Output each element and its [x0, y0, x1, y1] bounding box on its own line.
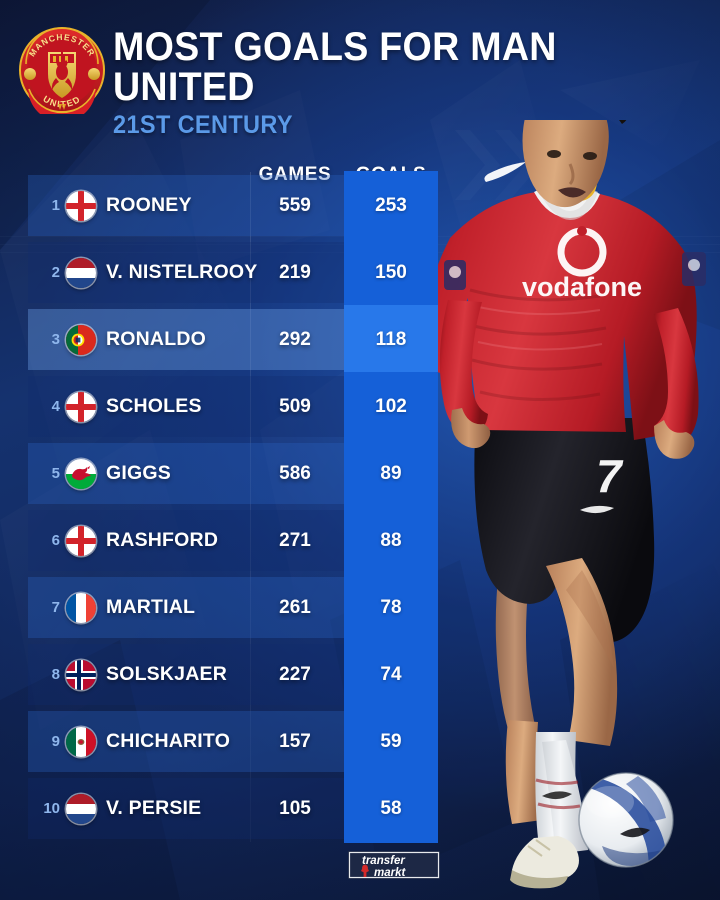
svg-text:vodafone: vodafone: [522, 272, 642, 302]
player-name: GIGGS: [106, 462, 171, 484]
column-divider: [250, 172, 251, 842]
table-row[interactable]: 2 V. NISTELROOY 219 150: [0, 238, 460, 307]
flag-icon-norway: [66, 660, 96, 690]
transfermarkt-logo: transfer markt: [348, 851, 440, 879]
games-value: 157: [279, 730, 311, 752]
title-group: MOST GOALS FOR MAN UNITED 21ST CENTURY: [113, 27, 720, 139]
table-row[interactable]: 5 GIGGS 586 89: [0, 439, 460, 508]
page-title: MOST GOALS FOR MAN UNITED: [113, 25, 557, 109]
goals-cell-background: [344, 573, 438, 642]
player-name: ROONEY: [106, 194, 192, 216]
games-value: 292: [279, 328, 311, 350]
goals-cell-background: [344, 439, 438, 508]
goals-cell-background: [344, 506, 438, 575]
goals-cell-background: [344, 171, 438, 240]
goals-value: 89: [380, 462, 402, 484]
svg-text:markt: markt: [374, 867, 406, 879]
goals-value: 118: [375, 328, 407, 350]
flag-icon-england: [66, 526, 96, 556]
rank-number: 5: [51, 465, 60, 482]
rank-number: 2: [51, 264, 60, 281]
player-name: V. NISTELROOY: [106, 261, 258, 283]
goals-cell-background: [344, 372, 438, 441]
table-row[interactable]: 7 MARTIAL 261 78: [0, 573, 460, 642]
flag-icon-netherlands: [66, 794, 96, 824]
rank-number: 6: [51, 532, 60, 549]
games-value: 509: [279, 395, 311, 417]
table-row[interactable]: 1 ROONEY 559 253: [0, 171, 460, 240]
svg-text:7: 7: [596, 450, 624, 502]
player-photo: 7: [430, 120, 720, 900]
player-name: MARTIAL: [106, 596, 196, 618]
goals-cell-background: [344, 707, 438, 776]
flag-icon-mexico: [66, 727, 96, 757]
player-name: SCHOLES: [106, 395, 202, 417]
games-value: 105: [279, 797, 311, 819]
games-value: 219: [279, 261, 311, 283]
rank-number: 9: [51, 733, 60, 750]
goals-value: 74: [380, 663, 402, 685]
column-header-games: GAMES: [258, 163, 332, 185]
goals-value: 102: [375, 395, 407, 417]
flag-icon-england: [66, 392, 96, 422]
rank-number: 4: [51, 398, 60, 415]
table-row[interactable]: 8 SOLSKJAER 227 74: [0, 640, 460, 709]
flag-icon-netherlands: [66, 258, 96, 288]
flag-icon-france: [66, 593, 96, 623]
games-value: 227: [279, 663, 311, 685]
rank-number: 10: [43, 800, 60, 817]
rank-number: 3: [51, 331, 60, 348]
table-row[interactable]: 3 RONALDO 292 118: [0, 305, 460, 374]
goals-value: 59: [380, 730, 402, 752]
player-name: RASHFORD: [106, 529, 219, 551]
goals-cell-background: [344, 640, 438, 709]
games-value: 559: [279, 194, 311, 216]
rank-number: 1: [51, 197, 60, 214]
goals-cell-background: [344, 238, 438, 307]
flag-icon-wales: [66, 459, 96, 489]
table-row[interactable]: 9 CHICHARITO 157 59: [0, 707, 460, 776]
header: MANCHESTER UNITED MOST GOALS FOR MAN UNI…: [0, 0, 720, 139]
goals-value: 253: [375, 194, 407, 216]
svg-text:UNITED: UNITED: [41, 94, 82, 110]
column-headers: GAMES GOALS: [0, 141, 460, 185]
games-value: 261: [279, 596, 311, 618]
games-value: 271: [279, 529, 311, 551]
svg-text:transfer: transfer: [362, 855, 405, 867]
manchester-united-crest-icon: MANCHESTER UNITED: [18, 26, 106, 122]
table-row[interactable]: 10 V. PERSIE 105 58: [0, 774, 460, 843]
player-name: SOLSKJAER: [106, 663, 227, 685]
flag-icon-england: [66, 191, 96, 221]
player-name: RONALDO: [106, 328, 206, 350]
rank-number: 7: [51, 599, 60, 616]
goals-value: 150: [375, 261, 407, 283]
goals-value: 58: [380, 797, 402, 819]
table-row[interactable]: 6 RASHFORD 271 88: [0, 506, 460, 575]
goals-value: 88: [380, 529, 402, 551]
goals-cell-background: [344, 774, 438, 843]
flag-icon-portugal: [66, 325, 96, 355]
rank-number: 8: [51, 666, 60, 683]
page-subtitle: 21ST CENTURY: [113, 111, 293, 139]
table-row[interactable]: 4 SCHOLES 509 102: [0, 372, 460, 441]
goals-cell-background: [344, 305, 438, 374]
player-name: CHICHARITO: [106, 730, 231, 752]
games-value: 586: [279, 462, 311, 484]
goals-value: 78: [380, 596, 402, 618]
player-name: V. PERSIE: [106, 797, 202, 819]
ranking-table: 1 ROONEY 559 253 2 V. NISTELROOY 219 150…: [0, 171, 460, 843]
